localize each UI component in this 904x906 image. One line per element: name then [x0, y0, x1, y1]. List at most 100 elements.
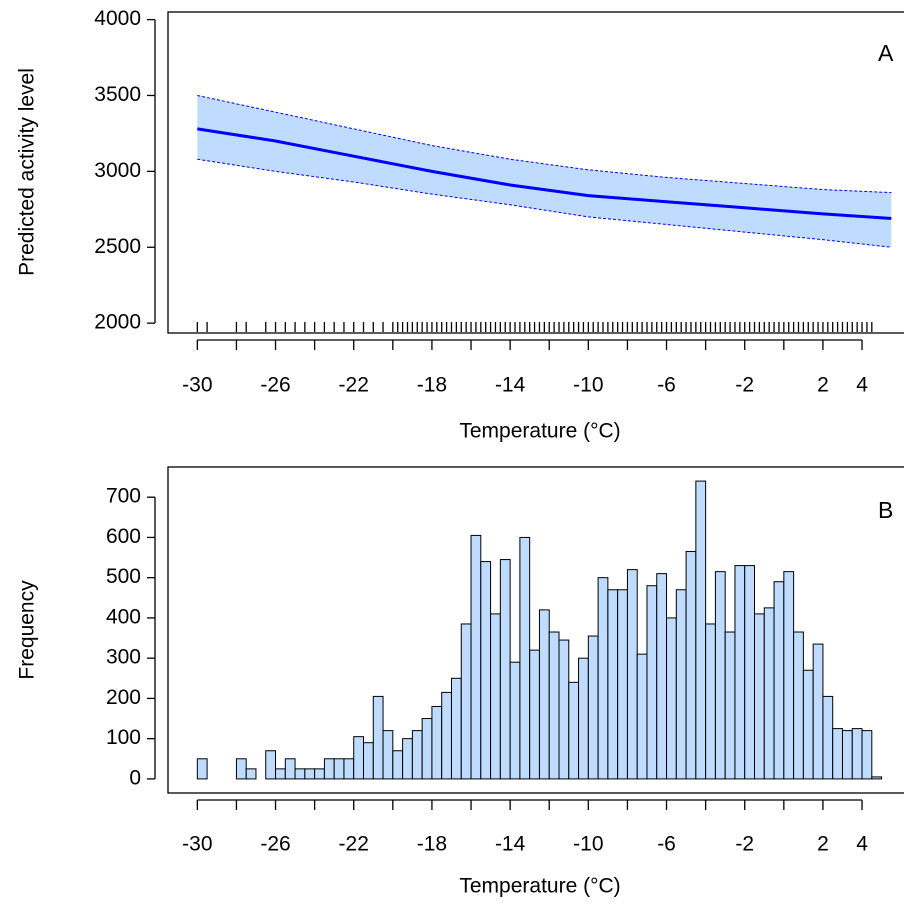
x-tick-label: -6 — [657, 374, 676, 397]
histogram-bar — [275, 768, 286, 780]
x-tick-label: -30 — [182, 374, 212, 397]
y-tick-label: 2500 — [94, 235, 141, 258]
x-tick-label: 2 — [817, 833, 829, 856]
histogram-bar — [304, 768, 316, 780]
histogram-bar — [587, 635, 599, 780]
x-tick-label: -22 — [339, 833, 369, 856]
histogram-bar — [793, 631, 804, 780]
x-tick-label: -26 — [260, 374, 290, 397]
histogram-bar — [734, 565, 746, 780]
y-tick-label: 3000 — [94, 159, 141, 182]
fit-line — [197, 127, 892, 220]
plot-frame — [167, 466, 904, 794]
histogram-bar — [841, 730, 853, 780]
x-tick-label: -26 — [260, 833, 290, 856]
histogram-bar — [431, 705, 443, 780]
x-tick-label: -10 — [573, 833, 603, 856]
histogram-bar — [802, 669, 814, 780]
x-tick-label: -18 — [417, 833, 447, 856]
histogram-bar — [284, 758, 296, 780]
histogram-bar — [636, 653, 648, 780]
histogram-bar — [470, 534, 482, 780]
histogram-bar — [343, 758, 355, 780]
y-tick-label: 500 — [106, 565, 141, 588]
confidence-band — [197, 95, 892, 248]
histogram-bar — [529, 649, 540, 780]
histogram-bar — [754, 613, 765, 780]
x-tick-label: -14 — [495, 833, 526, 856]
histogram-bar — [832, 728, 843, 780]
histogram-bar — [499, 559, 511, 780]
y-tick-label: 300 — [106, 646, 141, 669]
x-tick-label: 2 — [817, 374, 829, 397]
histogram-bar — [675, 589, 687, 780]
x-tick-label: -18 — [417, 374, 447, 397]
histogram-bar — [509, 661, 521, 780]
x-tick-label: -2 — [735, 374, 754, 397]
histogram-bar — [441, 691, 452, 780]
histogram-bar — [617, 589, 628, 780]
histogram-bar — [450, 677, 462, 780]
histogram-bar — [851, 728, 863, 780]
histogram-bar — [724, 631, 736, 780]
histogram-bar — [744, 565, 756, 780]
x-tick-label: -10 — [573, 374, 603, 397]
histogram-bar — [480, 561, 492, 780]
histogram-bar — [822, 695, 834, 780]
x-tick-label: -6 — [657, 833, 676, 856]
x-tick-label: -2 — [735, 833, 754, 856]
histogram-bar — [666, 617, 677, 780]
histogram-bar — [333, 758, 345, 780]
y-tick-label: 600 — [106, 525, 141, 548]
histogram-bar — [783, 571, 795, 780]
histogram-bar — [597, 577, 609, 780]
histogram-bar — [323, 758, 335, 780]
y-tick-label: 100 — [106, 726, 141, 749]
histogram-bar — [460, 623, 472, 780]
histogram-bar — [607, 589, 619, 780]
y-tick-label: 3500 — [94, 83, 141, 106]
panel-label: B — [878, 497, 893, 523]
histogram-bar — [812, 643, 824, 780]
histogram-bar — [646, 585, 658, 780]
x-axis-title: Temperature (°C) — [459, 875, 620, 898]
x-tick-label: -30 — [182, 833, 212, 856]
y-tick-label: 700 — [106, 485, 141, 508]
histogram-bar — [382, 730, 394, 780]
histogram-bar — [245, 768, 257, 780]
histogram-bar — [763, 607, 775, 780]
y-tick-label: 400 — [106, 605, 141, 628]
histogram-bar — [861, 730, 873, 780]
histogram-bar — [294, 768, 306, 780]
y-axis-title: Frequency — [16, 580, 39, 680]
histogram-bar — [421, 718, 433, 780]
histogram-bar — [538, 609, 550, 780]
x-tick-label: -22 — [339, 374, 369, 397]
histogram-bar — [558, 639, 570, 780]
lower-bound — [197, 158, 892, 248]
x-tick-label: 4 — [856, 374, 868, 397]
histogram-bar — [695, 480, 707, 780]
histogram-bar — [402, 738, 413, 780]
histogram-bar — [773, 581, 785, 780]
histogram-bar — [392, 750, 404, 780]
histogram-bar — [372, 695, 384, 780]
histogram-bar — [626, 569, 638, 780]
histogram-bar — [411, 730, 423, 780]
histogram-bar — [656, 573, 668, 780]
y-axis-title: Predicted activity level — [16, 68, 39, 276]
x-axis-title: Temperature (°C) — [459, 420, 620, 443]
histogram-bar — [265, 750, 277, 780]
histogram-bar — [568, 681, 580, 780]
histogram-bar — [490, 613, 501, 780]
x-tick-label: 4 — [856, 833, 868, 856]
histogram-bar — [578, 657, 589, 780]
histogram-bar — [548, 631, 560, 780]
histogram-bar — [353, 736, 365, 780]
y-tick-label: 200 — [106, 686, 141, 709]
y-tick-label: 4000 — [94, 7, 141, 30]
histogram-bar — [314, 768, 325, 780]
y-tick-label: 0 — [129, 766, 141, 789]
histogram-bar — [714, 571, 726, 780]
